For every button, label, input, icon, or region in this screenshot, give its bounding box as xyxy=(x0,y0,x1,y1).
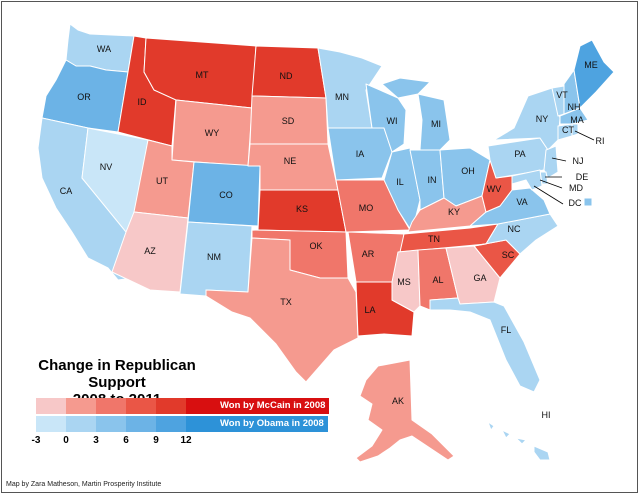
label-oh: OH xyxy=(461,166,475,176)
label-ne: NE xyxy=(284,156,297,166)
legend-tick: 12 xyxy=(180,435,192,446)
legend-swatch-blue-4 xyxy=(126,416,156,432)
label-va: VA xyxy=(516,197,527,207)
label-hi: HI xyxy=(542,410,551,420)
label-de: DE xyxy=(576,172,589,182)
legend-tick: 6 xyxy=(123,435,129,446)
legend-tick: 9 xyxy=(153,435,159,446)
label-tx: TX xyxy=(280,297,292,307)
label-in: IN xyxy=(428,175,437,185)
legend-swatch-blue-5 xyxy=(156,416,186,432)
legend-tick: 0 xyxy=(63,435,69,446)
legend-blue-caption: Won by Obama in 2008 xyxy=(216,416,328,432)
legend-blue-scale xyxy=(36,416,216,432)
legend-swatch-red-1 xyxy=(36,398,66,414)
label-co: CO xyxy=(219,190,233,200)
state-fl[interactable] xyxy=(429,297,541,393)
label-ia: IA xyxy=(356,149,365,159)
label-nm: NM xyxy=(207,252,221,262)
legend-swatch-blue-1 xyxy=(36,416,66,432)
state-ri[interactable] xyxy=(571,123,579,137)
label-vt: VT xyxy=(556,90,568,100)
label-nc: NC xyxy=(508,224,521,234)
state-labels: WA OR CA NV ID MT WY UT AZ CO NM ND SD N… xyxy=(60,44,605,420)
legend-swatch-blue-6 xyxy=(186,416,216,432)
state-md[interactable] xyxy=(511,169,543,191)
label-ca: CA xyxy=(60,186,73,196)
callout-lines xyxy=(533,130,595,205)
label-ks: KS xyxy=(296,204,308,214)
label-nv: NV xyxy=(100,162,113,172)
label-wi: WI xyxy=(387,116,398,126)
state-hi[interactable] xyxy=(487,421,551,461)
label-ma: MA xyxy=(570,115,584,125)
label-id: ID xyxy=(138,97,148,107)
label-nj: NJ xyxy=(573,156,584,166)
label-ga: GA xyxy=(473,273,486,283)
label-wy: WY xyxy=(205,128,220,138)
state-nj[interactable] xyxy=(543,145,559,179)
label-az: AZ xyxy=(144,246,156,256)
label-la: LA xyxy=(364,305,375,315)
label-ny: NY xyxy=(536,114,549,124)
label-me: ME xyxy=(584,60,598,70)
legend-swatch-red-3 xyxy=(96,398,126,414)
label-mi: MI xyxy=(431,119,441,129)
legend-swatch-red-6 xyxy=(186,398,216,414)
label-mo: MO xyxy=(359,203,374,213)
label-dc: DC xyxy=(569,198,582,208)
label-ar: AR xyxy=(362,249,375,259)
label-mt: MT xyxy=(196,70,209,80)
label-mn: MN xyxy=(335,92,349,102)
label-sc: SC xyxy=(502,250,515,260)
state-ne[interactable] xyxy=(247,143,339,191)
map-credit: Map by Zara Matheson, Martin Prosperity … xyxy=(6,481,162,488)
label-or: OR xyxy=(77,92,91,102)
label-nd: ND xyxy=(280,71,293,81)
label-pa: PA xyxy=(514,149,525,159)
legend-tick: -3 xyxy=(31,435,41,446)
state-ma[interactable] xyxy=(559,107,589,125)
label-nh: NH xyxy=(568,102,581,112)
legend-swatch-blue-2 xyxy=(66,416,96,432)
map-title-line1: Change in Republican Support xyxy=(38,357,196,391)
label-wv: WV xyxy=(487,184,502,194)
label-ok: OK xyxy=(309,241,322,251)
label-ms: MS xyxy=(397,277,411,287)
label-ut: UT xyxy=(156,176,168,186)
label-fl: FL xyxy=(501,325,512,335)
state-tx[interactable] xyxy=(205,237,359,383)
legend-red-caption: Won by McCain in 2008 xyxy=(216,398,330,414)
label-tn: TN xyxy=(428,234,440,244)
state-mi-up[interactable] xyxy=(381,77,431,99)
legend-swatch-red-2 xyxy=(66,398,96,414)
state-wi[interactable] xyxy=(365,83,407,153)
label-sd: SD xyxy=(282,116,295,126)
state-me[interactable] xyxy=(573,39,615,109)
legend-swatch-blue-3 xyxy=(96,416,126,432)
legend-swatch-red-4 xyxy=(126,398,156,414)
state-mn[interactable] xyxy=(317,47,383,129)
label-il: IL xyxy=(396,177,404,187)
state-dc[interactable] xyxy=(583,197,593,207)
state-ak[interactable] xyxy=(355,359,455,463)
legend-tick: 3 xyxy=(93,435,99,446)
label-ak: AK xyxy=(392,396,404,406)
legend-red-scale xyxy=(36,398,216,414)
legend-swatch-red-5 xyxy=(156,398,186,414)
label-ri: RI xyxy=(596,136,605,146)
label-ky: KY xyxy=(448,207,460,217)
label-md: MD xyxy=(569,183,583,193)
label-wa: WA xyxy=(97,44,111,54)
label-ct: CT xyxy=(562,125,574,135)
label-al: AL xyxy=(432,275,443,285)
